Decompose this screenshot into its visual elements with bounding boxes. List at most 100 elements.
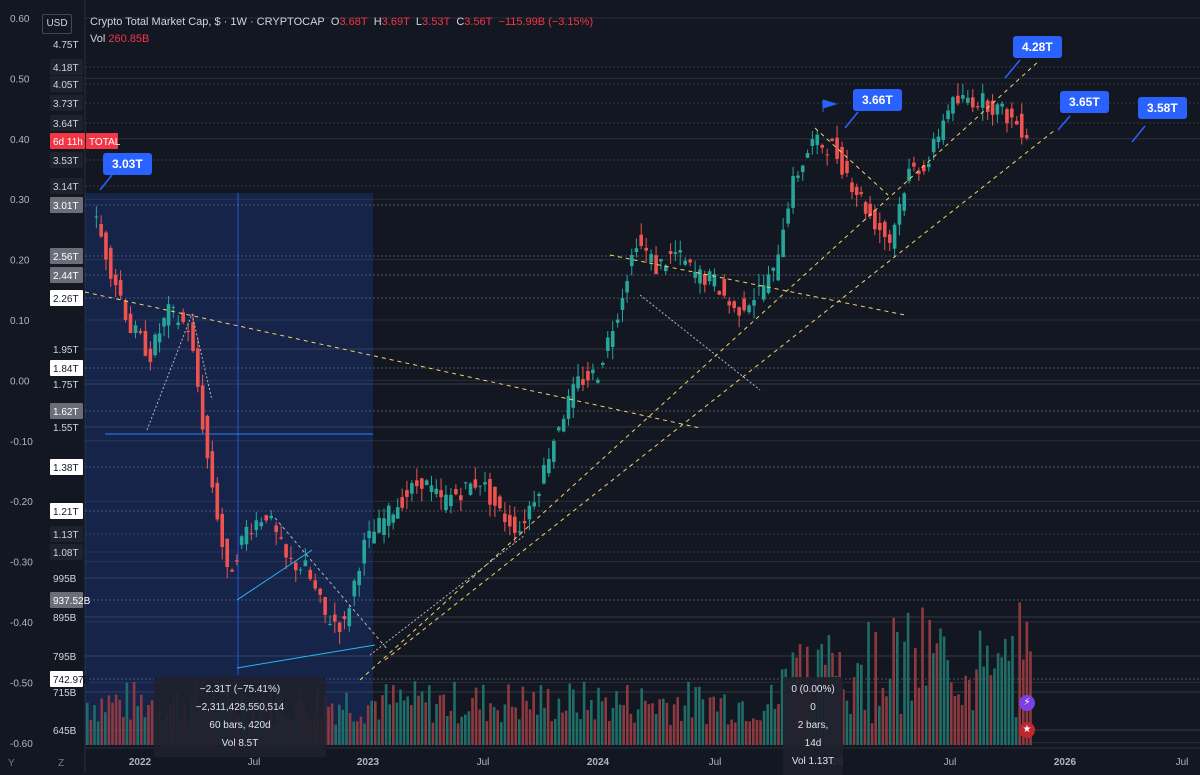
trend-line [384, 129, 1056, 661]
left-axis-tick: 0.00 [10, 376, 30, 387]
candle-body [444, 494, 448, 511]
volume-bar [129, 719, 132, 745]
candle-body [1010, 108, 1014, 118]
candle-body [1000, 103, 1004, 107]
volume-bar [93, 705, 96, 745]
change-value: −115.99B (−3.15%) [498, 16, 594, 28]
candle-body [138, 330, 143, 333]
volume-bar [352, 721, 355, 745]
candle-body [337, 622, 342, 633]
trend-line [236, 549, 313, 601]
volume-bar [338, 704, 341, 745]
volume-bar [140, 694, 143, 745]
volume-bar [622, 705, 625, 745]
candle-body [878, 222, 882, 231]
trend-line [84, 291, 701, 429]
price-tag-label: 895B [53, 613, 77, 624]
corner-y[interactable]: Y [8, 758, 15, 769]
volume-bar [957, 694, 960, 745]
time-axis-tick: Jul [709, 757, 722, 768]
high-label: H [373, 16, 382, 28]
volume-bar [586, 709, 589, 745]
volume-bar [690, 717, 694, 745]
candle-body [668, 251, 673, 255]
lightning-icon[interactable]: ⚡ [1019, 695, 1035, 711]
left-axis-tick: -0.60 [10, 739, 33, 750]
price-tag-label: 4.05T [53, 80, 79, 91]
volume-bar [107, 695, 111, 745]
volume-bar [651, 703, 654, 745]
candle-body [859, 192, 863, 195]
candle-body [342, 616, 347, 620]
candle-body [761, 285, 766, 300]
volume-bar [1007, 660, 1011, 745]
volume-bar [636, 709, 640, 745]
volume-bar [132, 681, 136, 745]
volume-bar [600, 701, 604, 745]
volume-bar [467, 711, 471, 745]
candle-body [210, 451, 215, 488]
price-tag-label: 1.38T [53, 463, 79, 474]
candle-body [556, 427, 561, 431]
callout-3-58t[interactable]: 3.58T [1138, 97, 1187, 119]
price-tag-bg [50, 592, 83, 608]
candle-body [508, 514, 512, 527]
corner-z[interactable]: Z [58, 758, 65, 769]
price-tag-label: 1.95T [53, 345, 79, 356]
candle-body [274, 525, 278, 532]
volume-bar [629, 713, 633, 745]
trend-line [99, 174, 113, 191]
currency-badge[interactable]: USD [42, 14, 72, 34]
candle-body [956, 95, 960, 104]
price-tag-bg [50, 95, 83, 111]
volume-bar [348, 712, 352, 745]
price-tag-label: 3.73T [53, 99, 79, 110]
candle-body [990, 100, 995, 115]
price-tag-label: 1.84T [53, 364, 79, 375]
price-tag-label: 742.97B [53, 675, 91, 686]
price-tag-label: 2.56T [53, 252, 79, 263]
volume-bar [104, 712, 107, 745]
volume-bar [518, 719, 521, 745]
measure-info-right[interactable]: 0 (0.00%) 0 2 bars, 14d Vol 1.13T [783, 677, 843, 775]
left-axis: 0.60 0.50 0.40 0.30 0.20 0.10 0.00 -0.10 -0.20 -0… [10, 14, 33, 750]
candle-body [688, 259, 692, 263]
candle-body [1024, 135, 1029, 139]
candle-body [391, 514, 396, 523]
volume-bar [708, 697, 712, 745]
volume-bar [125, 682, 129, 745]
volume-bar [885, 696, 888, 745]
volume-bar [946, 660, 949, 745]
volume-bar [111, 702, 114, 745]
candle-body [707, 271, 712, 282]
volume-bar [406, 696, 409, 745]
volume-bar [662, 698, 665, 745]
measure-info-left[interactable]: −2.31T (−75.41%) −2,311,428,550,514 60 b… [154, 677, 326, 757]
candle-body [791, 176, 795, 208]
volume-bar [687, 681, 690, 745]
candle-body [926, 163, 931, 168]
callout-3-66t[interactable]: 3.66T [853, 89, 902, 111]
trend-line [609, 254, 906, 316]
volume-bar [867, 621, 870, 745]
volume-bar [366, 705, 370, 745]
volume-bar [456, 723, 460, 745]
callout-3-65t[interactable]: 3.65T [1060, 91, 1109, 113]
candle-body [781, 229, 785, 258]
price-tag-label: 995B [53, 574, 77, 585]
callout-3-03t[interactable]: 3.03T [103, 153, 152, 175]
candle-body [561, 418, 566, 432]
us-flag-icon[interactable]: ★ [1019, 722, 1035, 738]
callout-4-28t[interactable]: 4.28T [1013, 36, 1062, 58]
symbol-title[interactable]: Crypto Total Market Cap, $ · 1W · CRYPTO… [90, 16, 325, 28]
volume-bar [489, 703, 492, 745]
volume-bar [399, 689, 402, 745]
volume-bar [658, 699, 661, 745]
volume-bar [575, 712, 579, 745]
candle-body [196, 348, 200, 387]
price-scale[interactable]: 4.75T 4.18T 4.05T 3.73T 3.64T 6d 11h TOTAL 3.53… [50, 40, 121, 737]
candle-body [318, 588, 322, 595]
volume-bar [680, 721, 683, 745]
volume-bar [903, 641, 906, 745]
